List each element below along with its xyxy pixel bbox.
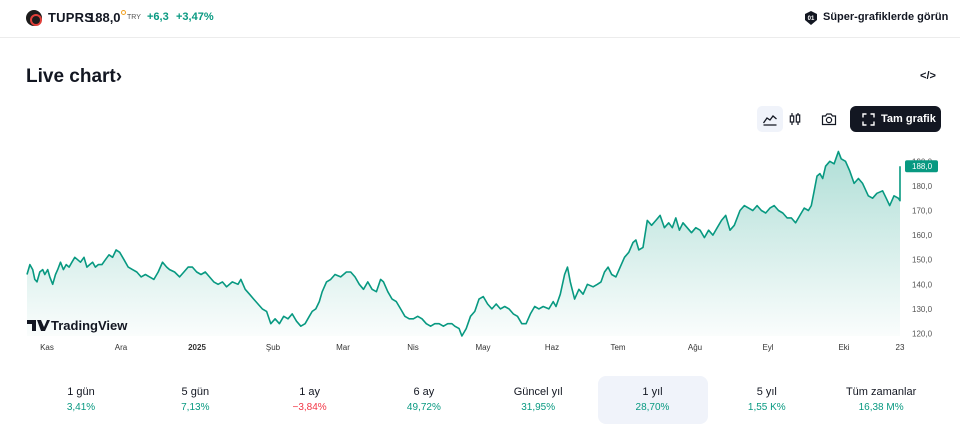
- period-change: 16,38 M%: [858, 402, 904, 413]
- tradingview-logo-icon: [27, 320, 50, 331]
- period-change: 7,13%: [181, 402, 210, 413]
- period-3[interactable]: 6 ay 49,72%: [369, 376, 479, 424]
- period-label: Güncel yıl: [513, 386, 563, 398]
- symbol-price: 188,0: [88, 10, 121, 25]
- x-tick-label: 23: [896, 343, 905, 352]
- tupras-logo-icon: [26, 10, 42, 26]
- x-tick-label: May: [475, 343, 490, 352]
- x-tick-label: 2025: [188, 343, 206, 352]
- performance-periods: 1 gün 3,41% 5 gün 7,13% 1 ay −3,84% 6 ay 49,72%…: [26, 376, 940, 424]
- period-change: 3,41%: [66, 402, 96, 413]
- current-price-label: 188,0: [912, 162, 933, 171]
- y-tick-label: 120,0: [912, 330, 933, 339]
- period-label: 1 ay: [299, 386, 320, 398]
- period-label: 1 gün: [67, 386, 95, 398]
- snapshot-button[interactable]: [816, 106, 842, 132]
- current-price-label-bg: [905, 160, 938, 173]
- x-tick-label: Tem: [610, 343, 625, 352]
- price-change: +6,3: [147, 11, 169, 23]
- y-tick-label: 170,0: [912, 207, 933, 216]
- x-tick-label: Nis: [407, 343, 419, 352]
- tradingview-logo[interactable]: TradingView: [27, 318, 128, 333]
- price-line: [26, 150, 901, 337]
- period-0[interactable]: 1 gün 3,41%: [26, 376, 136, 424]
- x-tick-label: Mar: [336, 343, 350, 352]
- area-chart-icon: [762, 115, 777, 126]
- live-chart-title[interactable]: Live chart›: [26, 66, 123, 87]
- price-change-percent: +3,47%: [176, 11, 214, 23]
- y-tick-label: 130,0: [912, 305, 933, 314]
- period-1[interactable]: 5 gün 7,13%: [140, 376, 250, 424]
- area-chart-button[interactable]: [757, 106, 783, 132]
- tv-badge-icon[interactable]: 01: [803, 10, 819, 26]
- period-label: 1 yıl: [642, 386, 663, 398]
- period-label: 5 gün: [181, 386, 210, 398]
- symbol-currency: TRY: [127, 14, 141, 21]
- x-tick-label: Eki: [838, 343, 849, 352]
- y-tick-label: 160,0: [912, 231, 933, 240]
- price-chart[interactable]: 190,0180,0170,0160,0150,0140,0130,0120,0…: [0, 140, 960, 355]
- period-7[interactable]: Tüm zamanlar 16,38 M%: [826, 376, 936, 424]
- market-status-icon: [121, 10, 126, 15]
- period-label: 6 ay: [413, 386, 435, 398]
- y-tick-label: 150,0: [912, 256, 933, 265]
- period-label: 5 yıl: [756, 386, 777, 398]
- period-change: −3,84%: [292, 402, 327, 413]
- x-tick-label: Şub: [266, 343, 281, 352]
- symbol-header: TUPRS 188,0 TRY +6,3 +3,47% 01 Süper-gra…: [0, 0, 960, 38]
- fullscreen-icon: [862, 113, 875, 126]
- symbol-name[interactable]: TUPRS: [48, 10, 94, 25]
- time-axis: Kas Ara 2025 Şub Mar Nis May Haz Tem Ağu Eyl Eki 23: [40, 343, 905, 352]
- x-tick-label: Ağu: [688, 343, 702, 352]
- tradingview-watermark: TradingView: [51, 318, 128, 333]
- full-chart-button[interactable]: Tam grafik: [850, 106, 941, 132]
- x-tick-label: Ara: [115, 343, 128, 352]
- price-area-fill: [27, 151, 900, 336]
- period-6[interactable]: 5 yıl 1,55 K%: [712, 376, 822, 424]
- y-tick-label: 140,0: [912, 280, 933, 289]
- x-tick-label: Kas: [40, 343, 54, 352]
- period-change: 1,55 K%: [747, 402, 786, 413]
- period-change: 31,95%: [521, 402, 556, 413]
- x-tick-label: Haz: [545, 343, 559, 352]
- current-price-marker: 188,0: [905, 160, 938, 173]
- x-tick-label: Eyl: [762, 343, 773, 352]
- full-chart-label: Tam grafik: [881, 113, 936, 125]
- candles-icon: [789, 113, 801, 125]
- super-charts-link[interactable]: Süper-grafiklerde görün: [823, 11, 949, 23]
- period-change: 28,70%: [635, 402, 670, 413]
- svg-text:01: 01: [808, 16, 815, 22]
- period-change: 49,72%: [406, 402, 441, 413]
- camera-icon: [821, 113, 837, 126]
- period-2[interactable]: 1 ay −3,84%: [255, 376, 365, 424]
- period-5[interactable]: 1 yıl 28,70%: [597, 376, 708, 424]
- embed-code-button[interactable]: </>: [920, 70, 936, 82]
- period-4[interactable]: Güncel yıl 31,95%: [483, 376, 593, 424]
- candles-button[interactable]: [782, 106, 808, 132]
- y-tick-label: 180,0: [912, 182, 933, 191]
- period-label: Tüm zamanlar: [845, 386, 917, 398]
